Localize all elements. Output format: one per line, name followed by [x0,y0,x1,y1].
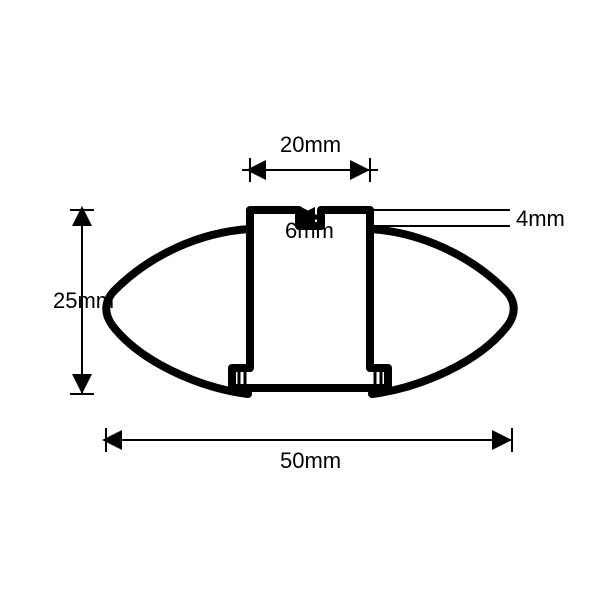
label-height: 25mm [53,288,114,314]
cross-section-diagram: 20mm 6mm 4mm 25mm 50mm [10,10,590,590]
dim-lip [370,210,510,226]
dim-top-channel [242,158,378,182]
label-top-channel: 20mm [280,132,341,158]
label-lip: 4mm [516,206,565,232]
profile-teeth [233,370,387,385]
label-slot: 6mm [285,218,334,244]
label-width: 50mm [280,448,341,474]
